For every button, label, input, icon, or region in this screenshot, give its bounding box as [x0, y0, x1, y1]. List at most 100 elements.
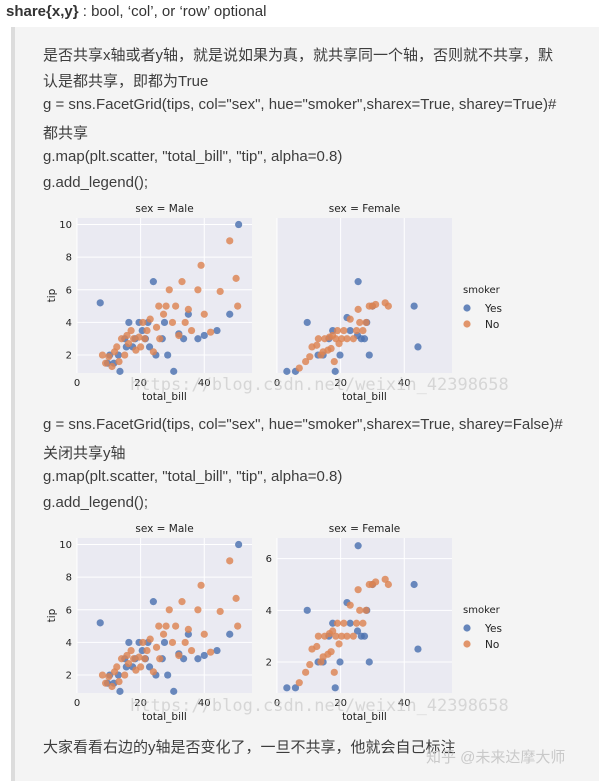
scatter-point-no	[181, 318, 189, 327]
scatter-point-yes	[414, 645, 422, 653]
y-tick-label: 2	[66, 671, 72, 682]
code-line: 关闭共享y轴	[43, 445, 126, 462]
scatter-point-yes	[125, 318, 133, 327]
scatter-point-no	[333, 619, 342, 627]
scatter-point-no	[194, 286, 202, 294]
scatter-point-no	[105, 673, 113, 681]
legend-marker	[463, 304, 471, 312]
scatter-point-no	[314, 632, 322, 640]
panel-title: sex = Male	[135, 203, 193, 215]
legend-label: Yes	[484, 303, 502, 315]
scatter-point-yes	[149, 598, 157, 606]
scatter-point-no	[346, 315, 354, 323]
scatter-point-no	[178, 278, 186, 286]
scatter-point-no	[172, 302, 180, 310]
scatter-point-no	[362, 606, 370, 614]
scatter-point-no	[234, 622, 242, 630]
x-tick-label: 0	[74, 698, 80, 709]
code-line: g.map(plt.scatter, "total_bill", "tip", …	[43, 148, 343, 165]
scatter-point-yes	[194, 335, 202, 343]
scatter-point-yes	[116, 687, 124, 695]
y-tick-label: 4	[66, 318, 72, 329]
scatter-point-no	[159, 310, 168, 318]
scatter-point-no	[313, 642, 321, 651]
code-line: 都共享	[43, 125, 89, 142]
scatter-point-yes	[145, 663, 154, 671]
x-tick-label: 40	[398, 698, 411, 709]
scatter-point-no	[137, 343, 145, 351]
scatter-point-no	[327, 648, 335, 656]
scatter-point-no	[98, 671, 107, 679]
scatter-point-no	[175, 331, 183, 340]
scatter-point-yes	[336, 351, 344, 359]
scatter-point-no	[165, 606, 173, 614]
scatter-point-yes	[365, 351, 373, 359]
scatter-point-no	[216, 607, 224, 616]
scatter-point-no	[98, 351, 107, 359]
paragraph-line: 认是都共享，即都为True	[43, 73, 209, 90]
legend-marker	[463, 640, 471, 648]
scatter-point-no	[207, 648, 215, 656]
panel-title: sex = Male	[135, 523, 193, 535]
scatter-point-no	[349, 335, 357, 343]
scatter-point-no	[187, 646, 196, 655]
scatter-point-yes	[200, 651, 208, 660]
scatter-point-no	[330, 357, 338, 366]
scatter-point-yes	[410, 580, 418, 589]
x-tick-label: 0	[274, 378, 280, 389]
x-tick-label: 20	[134, 698, 147, 709]
scatter-point-no	[113, 663, 121, 671]
scatter-point-yes	[226, 630, 234, 638]
scatter-point-no	[333, 326, 342, 335]
y-tick-label: 6	[66, 285, 72, 296]
scatter-point-no	[141, 335, 149, 343]
legend-marker	[463, 624, 471, 632]
scatter-point-no	[102, 679, 110, 687]
scatter-point-no	[123, 331, 131, 340]
legend-label: No	[485, 639, 499, 651]
scatter-point-no	[135, 653, 143, 661]
scatter-point-no	[137, 663, 145, 671]
section-heading: share{x,y} : bool, ‘col’, or ‘row’ optio…	[6, 3, 266, 20]
scatter-point-no	[359, 326, 367, 335]
zhihu-watermark: 知乎 @未来达摩大师	[426, 749, 566, 766]
scatter-point-no	[362, 318, 370, 327]
scatter-point-yes	[164, 351, 172, 359]
scatter-point-no	[340, 326, 348, 335]
scatter-point-yes	[283, 367, 291, 375]
scatter-point-no	[175, 651, 183, 660]
x-axis-label: total_bill	[142, 711, 187, 723]
x-axis-label: total_bill	[342, 711, 387, 723]
scatter-point-no	[352, 619, 361, 627]
scatter-point-yes	[353, 627, 362, 635]
code-line: g = sns.FacetGrid(tips, col="sex", hue="…	[43, 96, 557, 113]
scatter-point-no	[359, 619, 367, 627]
x-tick-label: 40	[198, 378, 211, 389]
scatter-point-no	[207, 328, 215, 336]
scatter-point-no	[343, 335, 351, 343]
scatter-point-no	[232, 594, 240, 602]
facet-grid-figure-shared: 0 20 40 2 4 6 8 10 sex = Male total_bill tip 0 20 40 s…	[46, 203, 502, 403]
scatter-point-yes	[170, 367, 178, 375]
scatter-point-yes	[346, 619, 354, 627]
scatter-point-no	[127, 326, 135, 335]
scatter-point-yes	[235, 540, 243, 549]
scatter-point-no	[313, 341, 321, 349]
scatter-point-yes	[303, 318, 311, 327]
scatter-point-no	[337, 632, 346, 640]
scatter-point-yes	[354, 278, 362, 286]
scatter-point-no	[381, 575, 389, 583]
y-tick-label: 4	[66, 638, 72, 649]
panel-title: sex = Female	[329, 523, 400, 535]
scatter-point-no	[184, 625, 192, 633]
scatter-point-no	[197, 261, 205, 269]
scatter-point-no	[108, 682, 116, 691]
scatter-point-no	[162, 622, 170, 630]
y-tick-label: 8	[66, 253, 72, 264]
scatter-point-yes	[360, 632, 369, 640]
scatter-point-yes	[160, 638, 169, 647]
scatter-point-no	[117, 335, 126, 343]
scatter-point-no	[232, 274, 240, 282]
x-tick-label: 0	[274, 698, 280, 709]
panel-background	[77, 538, 252, 693]
